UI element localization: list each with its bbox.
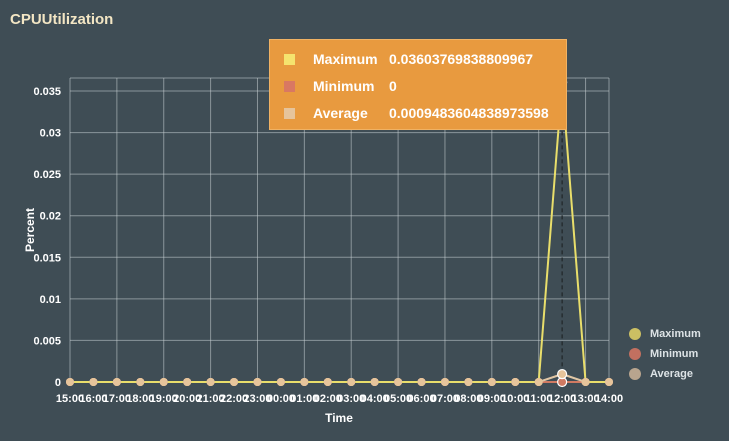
x-tick-label: 16:00 xyxy=(79,393,107,405)
x-tick-label: 00:00 xyxy=(267,393,295,405)
y-axis: 0 0.005 0.01 0.015 0.02 0.025 0.03 0.035 xyxy=(33,86,61,389)
data-point-maximum xyxy=(230,378,239,386)
data-point-maximum xyxy=(394,378,403,386)
y-tick-label: 0.03 xyxy=(40,128,61,140)
x-tick-label: 15:00 xyxy=(56,393,84,405)
x-axis: 15:0016:0017:0018:0019:0020:0021:0022:00… xyxy=(56,393,623,405)
legend-label-average: Average xyxy=(650,368,694,380)
x-tick-label: 08:00 xyxy=(454,393,482,405)
x-tick-label: 09:00 xyxy=(478,393,506,405)
y-tick-label: 0.01 xyxy=(40,294,61,306)
data-point-maximum xyxy=(370,378,379,386)
data-point-maximum xyxy=(300,378,309,386)
data-point-maximum xyxy=(347,378,356,386)
data-point-maximum xyxy=(417,378,426,386)
x-tick-label: 17:00 xyxy=(103,393,131,405)
legend-label-maximum: Maximum xyxy=(650,328,701,340)
tooltip-row-minimum: Minimum 0 xyxy=(284,77,397,95)
data-point-maximum xyxy=(89,378,98,386)
x-tick-label: 21:00 xyxy=(197,393,225,405)
tooltip-name-average: Average xyxy=(313,105,368,121)
data-point-maximum xyxy=(440,378,449,386)
hover-tooltip: Maximum 0.03603769838809967 Minimum 0 Av… xyxy=(269,39,567,130)
tooltip-swatch-average xyxy=(284,107,295,119)
legend: Maximum Minimum Average xyxy=(629,324,701,384)
data-point-maximum xyxy=(581,378,590,386)
x-axis-label: Time xyxy=(325,411,353,425)
tooltip-name-minimum: Minimum xyxy=(313,78,375,94)
data-point-maximum xyxy=(136,378,145,386)
x-tick-label: 13:00 xyxy=(571,393,599,405)
tooltip-row-average: Average 0.0009483604838973598 xyxy=(284,104,549,122)
tooltip-swatch-minimum xyxy=(284,80,295,92)
y-tick-label: 0.02 xyxy=(40,211,61,223)
data-point-maximum xyxy=(534,378,543,386)
data-point-maximum xyxy=(511,378,520,386)
legend-dot-average xyxy=(629,368,641,380)
x-tick-label: 04:00 xyxy=(361,393,389,405)
data-point-maximum xyxy=(464,378,473,386)
x-tick-label: 19:00 xyxy=(150,393,178,405)
legend-item-average[interactable]: Average xyxy=(629,364,701,384)
data-point-maximum xyxy=(323,378,332,386)
x-tick-label: 01:00 xyxy=(290,393,318,405)
x-tick-label: 11:00 xyxy=(525,393,553,405)
data-point-maximum xyxy=(159,378,168,386)
data-point-maximum xyxy=(605,378,613,386)
y-tick-label: 0.035 xyxy=(33,86,61,98)
tooltip-value-minimum: 0 xyxy=(389,78,397,94)
x-tick-label: 22:00 xyxy=(220,393,248,405)
x-tick-label: 20:00 xyxy=(173,393,201,405)
series-line-average xyxy=(70,373,609,383)
data-point-maximum xyxy=(183,378,192,386)
legend-label-minimum: Minimum xyxy=(650,348,699,360)
y-tick-label: 0.025 xyxy=(33,169,61,181)
x-tick-label: 02:00 xyxy=(314,393,342,405)
data-point-maximum xyxy=(112,378,121,386)
x-tick-label: 03:00 xyxy=(337,393,365,405)
series-layer xyxy=(66,77,613,388)
data-point-maximum xyxy=(66,378,74,386)
tooltip-swatch-maximum xyxy=(284,53,295,65)
x-tick-label: 06:00 xyxy=(407,393,435,405)
data-point-maximum xyxy=(487,378,496,386)
y-axis-label: Percent xyxy=(23,208,37,252)
x-tick-label: 10:00 xyxy=(501,393,529,405)
legend-dot-minimum xyxy=(629,348,641,360)
tooltip-value-maximum: 0.03603769838809967 xyxy=(389,51,534,67)
y-tick-label: 0 xyxy=(55,377,61,389)
x-tick-label: 07:00 xyxy=(431,393,459,405)
tooltip-name-maximum: Maximum xyxy=(313,51,378,67)
chart-title: CPUUtilization xyxy=(10,11,114,28)
data-point-maximum xyxy=(276,378,285,386)
tooltip-value-average: 0.0009483604838973598 xyxy=(389,105,549,121)
x-tick-label: 18:00 xyxy=(126,393,154,405)
y-tick-label: 0.005 xyxy=(33,335,61,347)
data-point-maximum xyxy=(253,378,262,386)
x-tick-label: 05:00 xyxy=(384,393,412,405)
legend-dot-maximum xyxy=(629,328,641,340)
y-tick-label: 0.015 xyxy=(33,252,61,264)
legend-item-maximum[interactable]: Maximum xyxy=(629,324,701,344)
data-point-average xyxy=(557,369,568,380)
x-tick-label: 12:00 xyxy=(548,393,576,405)
x-tick-label: 14:00 xyxy=(595,393,623,405)
legend-item-minimum[interactable]: Minimum xyxy=(629,344,701,364)
data-point-maximum xyxy=(206,378,215,386)
x-tick-label: 23:00 xyxy=(243,393,271,405)
tooltip-row-maximum: Maximum 0.03603769838809967 xyxy=(284,50,533,68)
